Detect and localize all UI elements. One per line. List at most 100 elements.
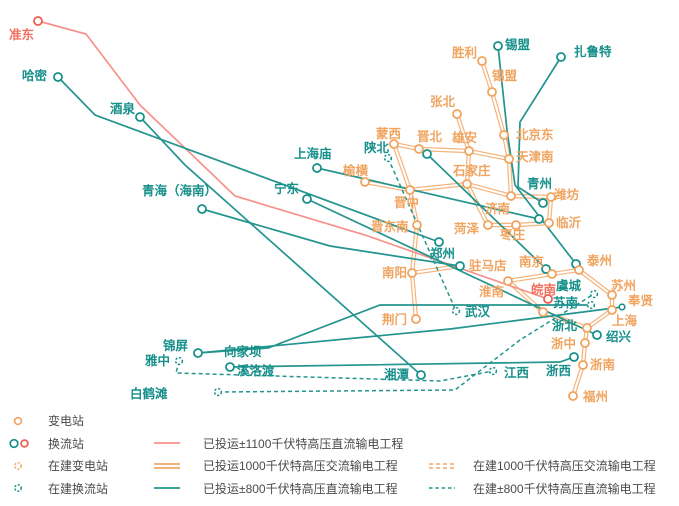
station-label-菏泽: 菏泽 <box>454 221 480 236</box>
station-label-南京: 南京 <box>519 254 545 269</box>
station-label-上海: 上海 <box>612 313 638 328</box>
power-line-ac-core <box>572 364 584 397</box>
power-line-ac-core <box>456 113 470 152</box>
power-line-ac-core <box>466 183 512 197</box>
station-label-济南: 济南 <box>485 201 511 216</box>
station-郑州 <box>434 237 444 247</box>
power-line-dc <box>229 356 575 368</box>
station-苏南 <box>586 300 596 310</box>
station-济南 <box>506 191 516 201</box>
power-line-ac-core <box>510 195 552 198</box>
station-label-胜利: 胜利 <box>452 45 477 60</box>
station-荆门 <box>411 314 421 324</box>
station-浙西 <box>569 352 579 362</box>
station-浙南 <box>578 360 588 370</box>
station-label-浙西: 浙西 <box>546 363 571 378</box>
station-白鹤滩 <box>213 387 223 397</box>
station-label-荆门: 荆门 <box>382 312 407 327</box>
power-line-ac-core <box>409 183 468 191</box>
station-晋北-换流站 <box>422 149 432 159</box>
station-青海（海南） <box>197 204 207 214</box>
power-line-ac-core <box>364 181 411 191</box>
station-label-白鹤滩: 白鹤滩 <box>130 386 168 401</box>
station-label-天津南: 天津南 <box>516 149 554 164</box>
station-南京 <box>547 269 557 279</box>
station-潍坊 <box>546 192 556 202</box>
station-雅中 <box>174 356 184 366</box>
power-line-ac-core <box>393 143 411 191</box>
station-label-锦屏: 锦屏 <box>163 338 189 353</box>
station-label-张北: 张北 <box>430 94 456 109</box>
station-label-浙北: 浙北 <box>552 318 578 333</box>
station-label-锡盟: 锡盟 <box>492 68 518 83</box>
station-武汉 <box>451 306 461 316</box>
station-晋北 <box>414 144 424 154</box>
station-石家庄 <box>462 179 472 189</box>
station-胜利 <box>477 56 487 66</box>
power-line-dc-dash <box>387 157 457 312</box>
station-准东 <box>33 16 43 26</box>
planned-dc800-line-icon <box>429 487 455 489</box>
station-label-溪洛渡: 溪洛渡 <box>237 363 275 378</box>
station-临沂-换流站 <box>534 214 544 224</box>
power-line-ac-core <box>491 91 505 136</box>
station-枣庄 <box>511 220 521 230</box>
station-上海庙 <box>312 163 322 173</box>
power-line-dc <box>426 153 547 270</box>
station-label-枣庄: 枣庄 <box>499 227 526 242</box>
station-扎鲁特 <box>556 52 566 62</box>
planned-ac1000-line-icon <box>429 463 455 469</box>
station-青州 <box>538 198 548 208</box>
station-label-青州: 青州 <box>527 176 552 191</box>
station-溪洛渡 <box>225 362 235 372</box>
station-label-潍坊: 潍坊 <box>553 187 580 202</box>
station-北京东 <box>499 130 509 140</box>
power-line-ac-core <box>481 60 493 93</box>
station-label-郑州: 郑州 <box>430 246 455 261</box>
station-南阳 <box>407 268 417 278</box>
station-南京-换流站 <box>541 264 551 274</box>
legend-label-dc1100: 已投运±1100千伏特高压直流输电工程 <box>203 437 404 451</box>
station-label-哈密: 哈密 <box>22 68 48 83</box>
legend-label-substation: 变电站 <box>48 414 85 428</box>
station-绍兴 <box>592 330 602 340</box>
station-陕北 <box>383 153 393 163</box>
power-line-dc <box>316 167 540 220</box>
station-榆横 <box>360 177 370 187</box>
station-label-榆横: 榆横 <box>343 163 369 178</box>
converter-station-icon <box>9 438 29 449</box>
station-label-临沂: 临沂 <box>556 215 582 230</box>
station-label-雅中: 雅中 <box>144 353 170 368</box>
legend-label-planned-substation: 在建变电站 <box>48 459 109 473</box>
station-label-奉贤: 奉贤 <box>627 293 654 308</box>
power-line-dc <box>201 208 461 267</box>
station-label-酒泉: 酒泉 <box>110 101 136 116</box>
station-label-浙南: 浙南 <box>590 357 616 372</box>
station-label-浙中: 浙中 <box>551 336 576 351</box>
station-label-湘潭: 湘潭 <box>384 367 410 382</box>
station-酒泉 <box>135 112 145 122</box>
ac-station-icon <box>13 416 23 426</box>
power-line-ac-core <box>468 150 510 160</box>
power-line-ac-core <box>508 158 512 197</box>
power-line-ac-core <box>578 269 613 296</box>
station-label-虞城: 虞城 <box>556 278 582 293</box>
power-line-ac-core <box>466 150 470 185</box>
station-label-驻马店: 驻马店 <box>469 258 507 273</box>
legend-label-planned-ac1000: 在建1000千伏特高压交流输电工程 <box>473 459 656 473</box>
station-label-泰州: 泰州 <box>586 253 612 268</box>
station-label-锡盟: 锡盟 <box>505 37 531 52</box>
station-label-上海庙: 上海庙 <box>294 146 332 161</box>
planned-ac-station-icon <box>14 462 22 470</box>
station-雄安 <box>464 146 474 156</box>
station-label-苏州: 苏州 <box>611 278 636 293</box>
station-label-苏南: 苏南 <box>553 295 579 310</box>
legend-label-planned-converter: 在建换流站 <box>48 482 109 496</box>
station-label-北京东: 北京东 <box>516 127 554 142</box>
station-锦屏 <box>193 348 203 358</box>
station-皖南-换流站 <box>543 294 553 304</box>
power-line-ac-core <box>507 273 553 282</box>
power-line-ac-core <box>411 272 417 320</box>
